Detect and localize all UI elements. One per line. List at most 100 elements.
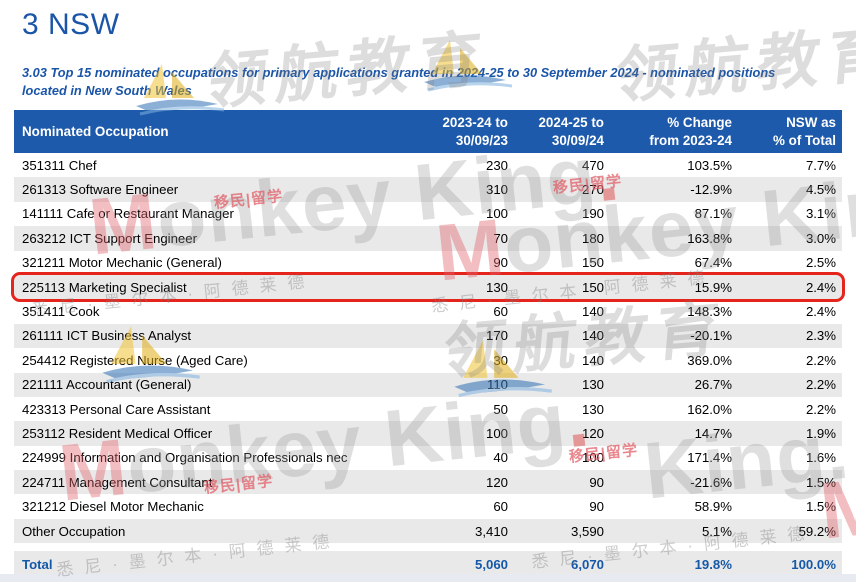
share-value-cell: 2.2% [805, 377, 836, 393]
2024-value-cell: 100 [581, 450, 604, 466]
table-row: 351311 Chef 230 470 103.5% 7.7% [14, 153, 842, 178]
2024-value-cell: 150 [581, 255, 604, 271]
table-row: 351411 Cook 60 140 148.3% 2.4% [14, 299, 842, 324]
2024-value-cell: 90 [589, 474, 604, 490]
2023-value-cell: 310 [485, 182, 508, 198]
total-2024-value: 6,070 [570, 556, 604, 572]
page-title: 3 NSW [22, 8, 120, 41]
occupation-cell: 225113 Marketing Specialist [22, 279, 187, 295]
total-2023-value: 5,060 [474, 556, 508, 572]
share-value-cell: 1.5% [805, 474, 836, 490]
change-value-cell: 369.0% [687, 352, 732, 368]
header-pct-change: % Change from 2023-24 [649, 115, 732, 148]
share-value-cell: 2.5% [805, 255, 836, 271]
2024-value-cell: 140 [581, 328, 604, 344]
change-value-cell: -20.1% [690, 328, 732, 344]
occupation-cell: 321211 Motor Mechanic (General) [22, 255, 222, 271]
2024-value-cell: 3,590 [570, 523, 604, 539]
occupation-cell: 263212 ICT Support Engineer [22, 230, 197, 246]
occupation-cell: 221111 Accountant (General) [22, 377, 192, 393]
occupation-cell: 224999 Information and Organisation Prof… [22, 450, 348, 466]
2023-value-cell: 230 [485, 157, 508, 173]
total-label: Total [22, 556, 53, 572]
2023-value-cell: 130 [485, 279, 508, 295]
share-value-cell: 59.2% [798, 523, 836, 539]
2023-value-cell: 50 [493, 401, 508, 417]
change-value-cell: 26.7% [694, 377, 732, 393]
change-value-cell: 87.1% [694, 206, 732, 222]
change-value-cell: 15.9% [694, 279, 732, 295]
occupation-cell: 351411 Cook [22, 304, 100, 320]
share-value-cell: 1.6% [805, 450, 836, 466]
2023-value-cell: 100 [485, 425, 508, 441]
2024-value-cell: 130 [581, 401, 604, 417]
header-2024-25: 2024-25 to 30/09/24 [538, 115, 604, 148]
change-value-cell: 5.1% [701, 523, 732, 539]
2023-value-cell: 110 [486, 377, 508, 393]
occupation-cell: 253112 Resident Medical Officer [22, 425, 213, 441]
share-value-cell: 2.2% [805, 401, 836, 417]
change-value-cell: 148.3% [687, 304, 732, 320]
table-row: 141111 Cafe or Restaurant Manager 100 19… [14, 201, 842, 227]
share-value-cell: 2.2% [805, 352, 836, 368]
table-row: 221111 Accountant (General) 110 130 26.7… [14, 372, 842, 397]
table-caption: 3.03 Top 15 nominated occupations for pr… [22, 65, 776, 98]
2024-value-cell: 140 [581, 304, 604, 320]
occupations-table: Nominated Occupation 2023-24 to 30/09/23… [11, 110, 845, 578]
2023-value-cell: 120 [485, 474, 508, 490]
table-total-row: Total 5,060 6,070 19.8% 100.0% [14, 551, 842, 578]
2024-value-cell: 470 [581, 157, 604, 173]
change-value-cell: 58.9% [694, 499, 732, 515]
change-value-cell: 67.4% [694, 255, 732, 271]
occupation-cell: 321212 Diesel Motor Mechanic [22, 499, 204, 515]
table-row: 253112 Resident Medical Officer 100 120 … [14, 421, 842, 446]
2024-value-cell: 270 [581, 182, 604, 198]
2023-value-cell: 3,410 [474, 523, 508, 539]
share-value-cell: 1.9% [805, 425, 836, 441]
2023-value-cell: 170 [485, 328, 508, 344]
2024-value-cell: 180 [581, 230, 604, 246]
table-row: 263212 ICT Support Engineer 70 180 163.8… [14, 226, 842, 251]
occupation-cell: 224711 Management Consultant [22, 474, 213, 490]
change-value-cell: 162.0% [687, 401, 732, 417]
2024-value-cell: 130 [581, 377, 604, 393]
2024-value-cell: 120 [581, 425, 604, 441]
change-value-cell: 14.7% [694, 425, 732, 441]
2023-value-cell: 100 [485, 206, 508, 222]
table-header-row: Nominated Occupation 2023-24 to 30/09/23… [14, 110, 842, 153]
change-value-cell: -12.9% [690, 182, 732, 198]
change-value-cell: -21.6% [690, 474, 732, 490]
share-value-cell: 4.5% [805, 182, 836, 198]
occupation-cell: 254412 Registered Nurse (Aged Care) [22, 352, 248, 368]
table-row: 321212 Diesel Motor Mechanic 60 90 58.9%… [14, 494, 842, 519]
2024-value-cell: 150 [581, 279, 604, 295]
table-row: Other Occupation 3,410 3,590 5.1% 59.2% [14, 518, 842, 544]
header-nsw-share: NSW as % of Total [773, 115, 836, 148]
occupation-cell: 351311 Chef [22, 157, 97, 173]
table-row: 225113 Marketing Specialist 130 150 15.9… [11, 271, 845, 303]
change-value-cell: 103.5% [687, 157, 732, 173]
table-row: 261313 Software Engineer 310 270 -12.9% … [14, 177, 842, 202]
total-change-value: 19.8% [694, 556, 732, 572]
table-body: 351311 Chef 230 470 103.5% 7.7% 261313 S… [11, 153, 845, 544]
table-row: 321211 Motor Mechanic (General) 90 150 6… [14, 250, 842, 275]
change-value-cell: 171.4% [687, 450, 732, 466]
share-value-cell: 7.7% [805, 157, 836, 173]
2023-value-cell: 30 [493, 352, 508, 368]
share-value-cell: 3.1% [805, 206, 836, 222]
table-row: 224711 Management Consultant 120 90 -21.… [14, 470, 842, 495]
2023-value-cell: 60 [493, 499, 508, 515]
2024-value-cell: 190 [581, 206, 604, 222]
table-row: 261111 ICT Business Analyst 170 140 -20.… [14, 323, 842, 349]
change-value-cell: 163.8% [687, 230, 732, 246]
share-value-cell: 2.3% [805, 328, 836, 344]
table-row: 423313 Personal Care Assistant 50 130 16… [14, 396, 842, 422]
table-row: 224999 Information and Organisation Prof… [14, 445, 842, 471]
share-value-cell: 1.5% [805, 499, 836, 515]
2023-value-cell: 90 [493, 255, 508, 271]
2023-value-cell: 40 [493, 450, 508, 466]
2023-value-cell: 70 [493, 230, 508, 246]
share-value-cell: 2.4% [805, 304, 836, 320]
header-nominated-occupation: Nominated Occupation [22, 124, 169, 139]
